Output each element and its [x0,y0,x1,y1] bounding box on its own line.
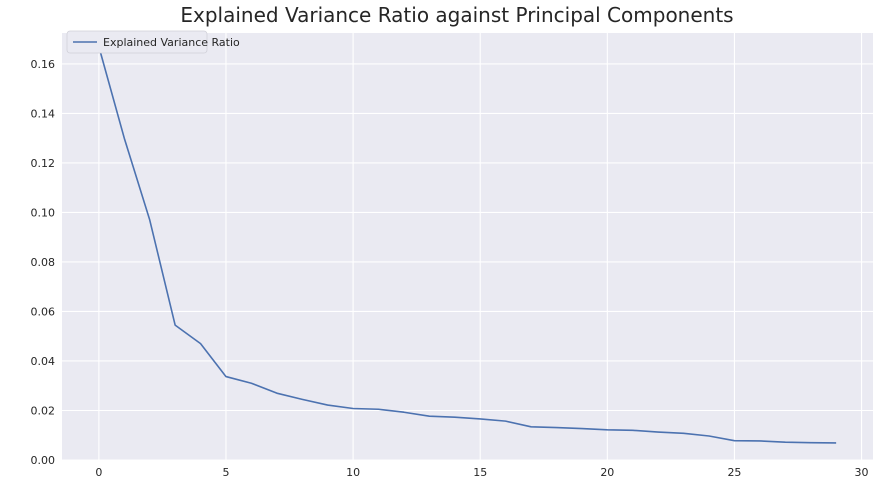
x-tick-label: 15 [473,466,487,479]
y-tick-label: 0.08 [31,256,56,269]
y-tick-label: 0.12 [31,157,56,170]
legend-label: Explained Variance Ratio [103,36,240,49]
y-tick-label: 0.06 [31,305,56,318]
y-tick-labels: 0.00 0.02 0.04 0.06 0.08 0.10 0.12 0.14 0.16 [31,58,56,467]
x-tick-label: 20 [600,466,614,479]
y-tick-label: 0.04 [31,355,56,368]
x-tick-labels: 0 5 10 15 20 25 30 [95,466,868,479]
legend: Explained Variance Ratio [66,30,240,54]
y-tick-label: 0.02 [31,404,56,417]
grid-lines [62,33,873,461]
series-layer [98,46,837,444]
plot-area [62,33,873,460]
legend-box [66,30,208,54]
y-tick-label: 0.10 [31,206,56,219]
series-line [98,46,837,444]
y-tick-label: 0.00 [31,454,56,467]
chart-title: Explained Variance Ratio against Princip… [180,3,733,27]
x-tick-label: 5 [222,466,229,479]
x-tick-label: 0 [95,466,102,479]
x-tick-label: 30 [855,466,869,479]
y-tick-label: 0.14 [31,107,56,120]
x-tick-label: 10 [346,466,360,479]
x-tick-label: 25 [727,466,741,479]
y-tick-label: 0.16 [31,58,56,71]
